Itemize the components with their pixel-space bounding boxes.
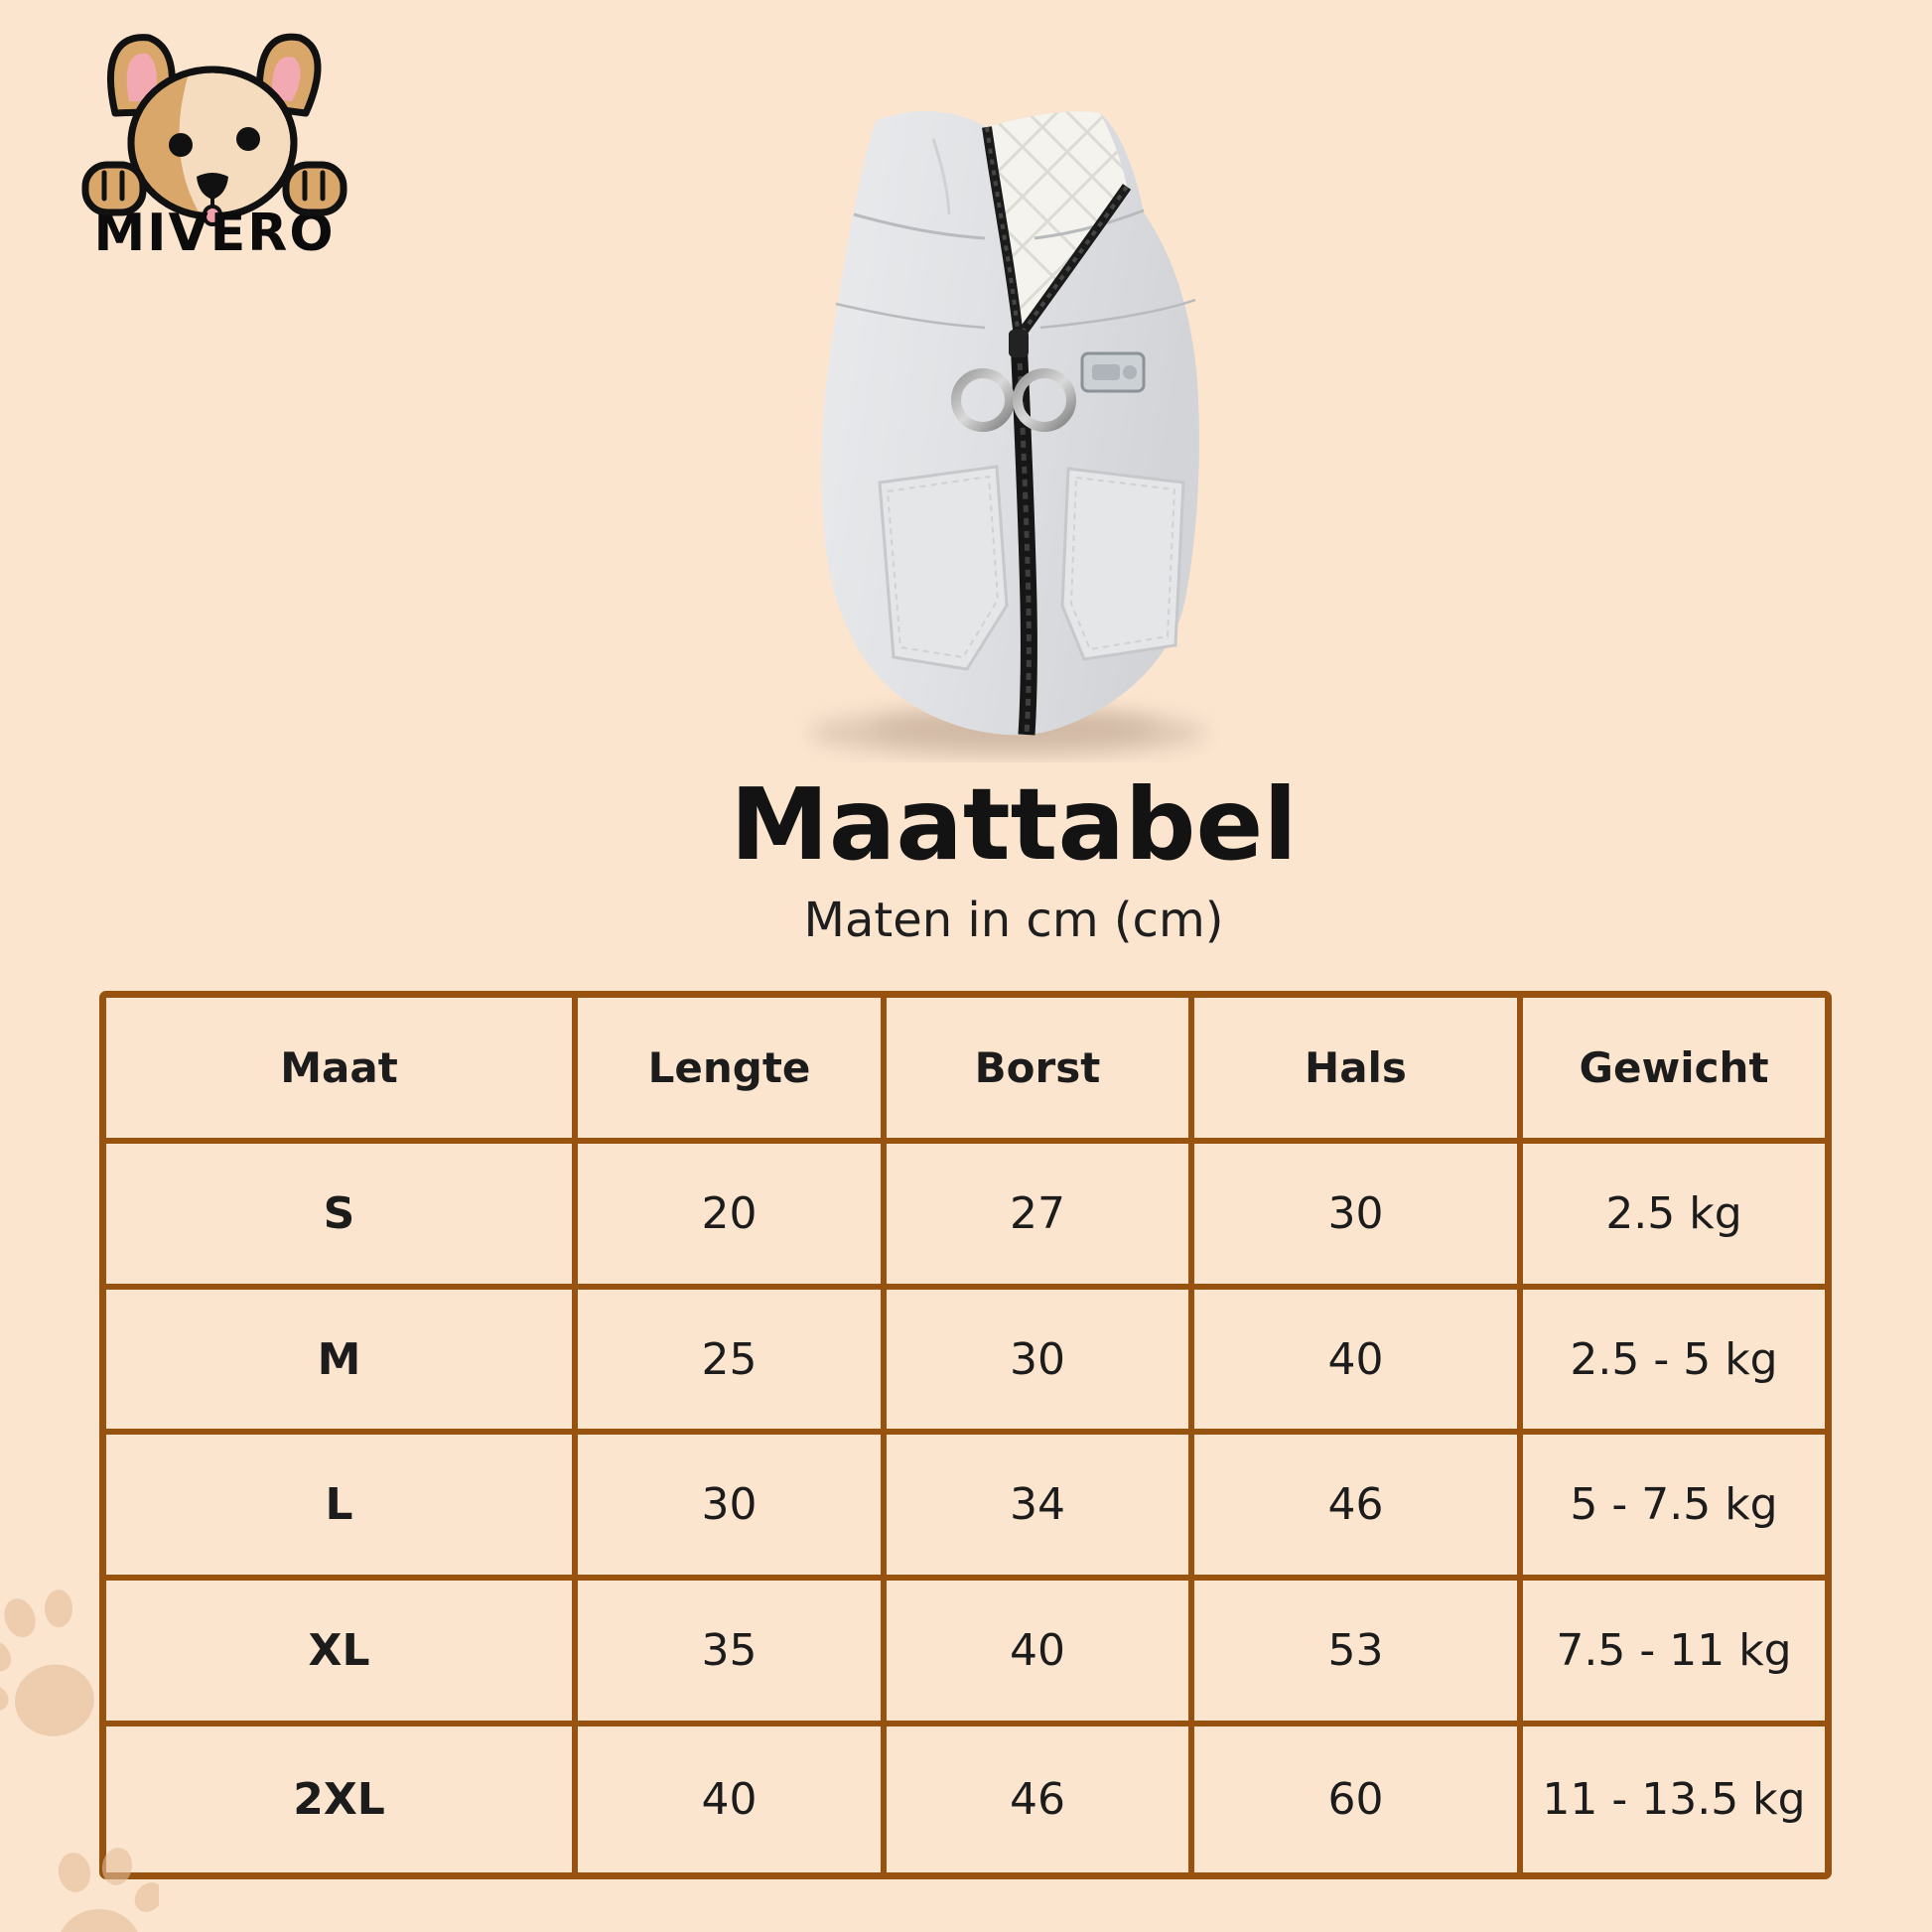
gewicht-cell: 2.5 - 5 kg — [1523, 1290, 1825, 1436]
lengte-cell: 30 — [578, 1435, 887, 1582]
size-table: Maat Lengte Borst Hals Gewicht S 20 27 3… — [99, 991, 1832, 1879]
borst-cell: 34 — [887, 1435, 1194, 1582]
size-cell: L — [106, 1435, 578, 1582]
brand-name: MIVERO — [93, 204, 335, 262]
vest-pockets — [878, 465, 1185, 671]
quilt-pattern — [987, 111, 1127, 338]
borst-cell: 46 — [887, 1726, 1194, 1872]
gewicht-cell: 11 - 13.5 kg — [1542, 1774, 1806, 1826]
hals-cell: 30 — [1194, 1143, 1523, 1290]
borst-cell: 40 — [887, 1581, 1194, 1727]
lengte-cell: 40 — [578, 1726, 887, 1872]
gewicht-cell: 5 - 7.5 kg — [1523, 1435, 1825, 1582]
paw-print-icon — [0, 1589, 94, 1736]
paw-print-icon — [58, 1848, 159, 1932]
header-gewicht: Gewicht — [1523, 998, 1825, 1144]
size-cell: M — [106, 1289, 578, 1436]
vest-label — [1080, 351, 1146, 393]
page-title: Maattabel — [730, 766, 1298, 883]
size-cell: 2XL — [106, 1726, 578, 1872]
dog-paws — [81, 161, 347, 216]
heading-block: Maattabel Maten in cm (cm) — [48, 772, 1932, 948]
header-maat: Maat — [106, 998, 578, 1144]
dog-logo-icon — [106, 33, 322, 226]
mivero-logo: MIVERO — [81, 33, 347, 262]
page-subtitle: Maten in cm (cm) — [803, 893, 1224, 948]
gewicht-cell: 7.5 - 11 kg — [1523, 1581, 1825, 1727]
d-ring-hardware — [951, 368, 1076, 432]
lengte-cell: 20 — [578, 1143, 887, 1290]
lengte-cell: 35 — [578, 1581, 887, 1727]
size-cell: XL — [106, 1581, 578, 1727]
hals-cell: 46 — [1194, 1435, 1523, 1582]
lengte-cell: 25 — [578, 1289, 887, 1436]
hals-cell: 40 — [1194, 1289, 1523, 1436]
size-cell: S — [106, 1143, 578, 1290]
header-hals: Hals — [1194, 998, 1523, 1144]
hals-cell: 53 — [1194, 1581, 1523, 1727]
borst-cell: 27 — [887, 1143, 1194, 1290]
quilted-lining — [987, 111, 1127, 338]
gewicht-cell: 2.5 kg — [1523, 1144, 1825, 1290]
header-borst: Borst — [887, 998, 1194, 1144]
borst-cell: 30 — [887, 1289, 1194, 1436]
header-lengte: Lengte — [578, 998, 887, 1144]
product-image-dog-vest — [809, 110, 1206, 759]
hals-cell: 60 — [1194, 1726, 1523, 1872]
